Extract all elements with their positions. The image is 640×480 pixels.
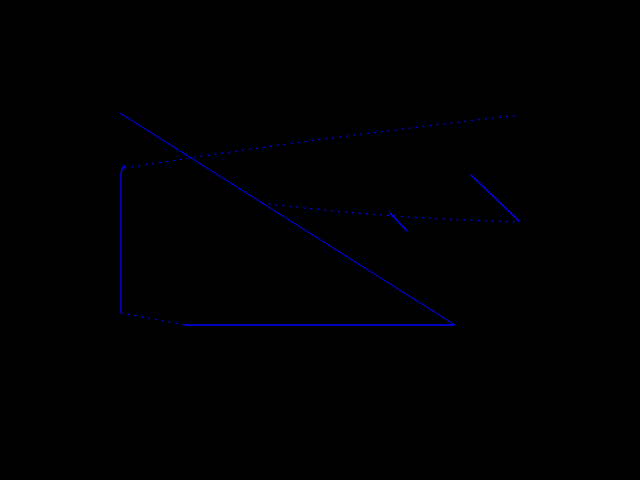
left-vertical-stroke (120, 165, 126, 313)
right-short-diagonal-stroke (470, 174, 520, 222)
middle-short-diagonal-stroke (389, 212, 408, 232)
stroke-group (119, 112, 521, 326)
long-diagonal-stroke (119, 112, 456, 326)
